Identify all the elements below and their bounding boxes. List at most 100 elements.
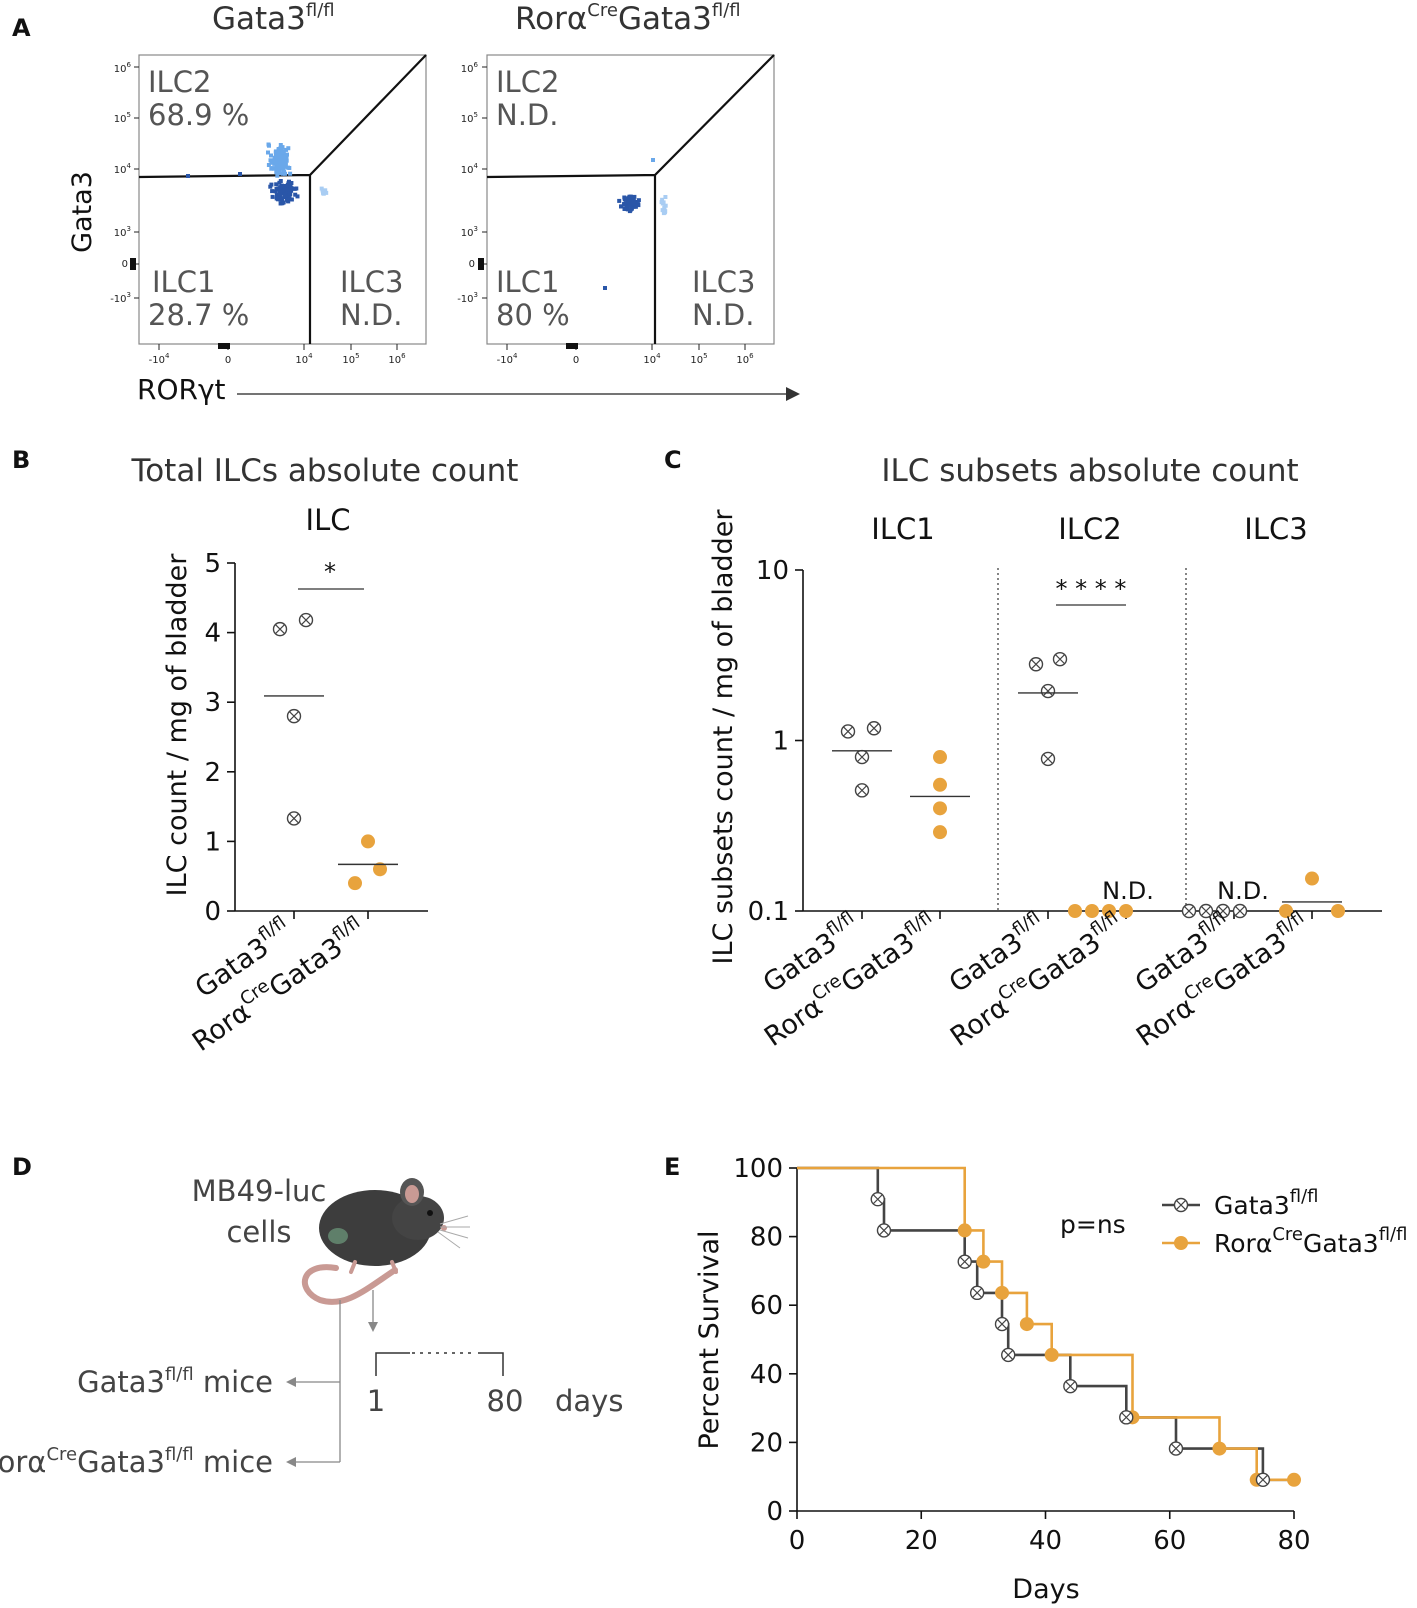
plot1-ilc2-event: [280, 163, 284, 168]
plot1-ilc2-event: [273, 149, 278, 154]
panel-a: A Gata3fl/fl RorαCreGata3fl/fl Gata3 106…: [12, 0, 800, 406]
panel-d-branch-1-arrowhead-icon: [286, 1377, 296, 1387]
c-ilc2-ko-point: [1085, 904, 1099, 918]
plot1-ilc1-event: [285, 190, 290, 195]
b-wt-point: [286, 811, 302, 826]
plot1-ilc2-event: [273, 155, 278, 160]
panel-b-letter: B: [12, 446, 30, 474]
plot1-ilc1-label: ILC1: [152, 265, 215, 299]
e-wt-point: [1119, 1410, 1134, 1425]
flow-y-axis-label: Gata3: [67, 171, 98, 253]
e-xtick-label: 0: [789, 1526, 806, 1556]
panel-a-letter: A: [12, 14, 31, 42]
c-ilc2-wt-point: [1028, 657, 1044, 672]
plot2-ilc1-event: [634, 200, 639, 204]
e-ko-point: [1212, 1441, 1227, 1456]
plot2-ilc3-value: N.D.: [692, 298, 754, 332]
b-wt-point: [286, 708, 302, 724]
plot1-ilc2-event: [269, 166, 274, 171]
plot2-ilc1-event: [627, 194, 632, 199]
panel-d-cells-line1: MB49-luc: [192, 1174, 327, 1208]
flow-x-axis-label: RORγt: [137, 373, 226, 406]
e-wt-point: [1001, 1347, 1016, 1363]
e-xtick-label: 60: [1153, 1526, 1186, 1556]
plot1-ilc2-event: [269, 153, 273, 158]
c-ilc1-wt-point: [866, 721, 882, 736]
plot1-ilc2-event: [270, 159, 275, 164]
plot2-genotype-title: RorαCreGata3fl/fl: [515, 0, 741, 37]
panel-e-legend: Gata3fl/fl RorαCreGata3fl/fl: [1162, 1186, 1407, 1258]
c-ilc1-ko-point: [933, 777, 947, 792]
plot2-events: [603, 158, 668, 290]
mouse-icon: [301, 1178, 470, 1305]
e-wt-point: [1168, 1441, 1184, 1456]
plot1-xtick-0: 0: [225, 355, 231, 366]
c-ilc1-ko-point: [933, 750, 947, 765]
plot2-ilc1-event: [636, 203, 641, 208]
plot1-ilc1-event: [268, 184, 273, 189]
panel-c-nd-ilc2: N.D.: [1102, 877, 1154, 905]
plot2-ilc1-event: [603, 286, 607, 290]
panel-e-x-label: Days: [1012, 1574, 1079, 1605]
b-ko-point: [373, 862, 387, 877]
c-ilc1-ko-point: [933, 801, 947, 816]
panel-b: B Total ILCs absolute count ILC ILC coun…: [12, 446, 518, 1058]
plot1-ilc2-event: [288, 171, 293, 176]
plot1-ilc3-label: ILC3: [340, 265, 403, 299]
plot2-ilc1-event: [633, 204, 638, 209]
b-wt-point: [298, 612, 314, 628]
plot1-ilc1-event: [281, 200, 286, 205]
b-ytick-label: 4: [204, 619, 221, 649]
plot1-events: [186, 142, 329, 206]
e-ytick-label: 80: [750, 1223, 783, 1253]
plot1-ytick-0: 0: [122, 259, 128, 270]
plot2-ytick-1e4: 104: [461, 162, 479, 176]
panel-d-down-arrowhead-icon: [368, 1322, 378, 1332]
plot1-ilc2-event: [275, 173, 280, 178]
panel-e-marks: [870, 1192, 1301, 1487]
panel-d-letter: D: [12, 1153, 32, 1181]
plot1-ilc1-event: [269, 182, 274, 187]
e-ko-point: [957, 1223, 972, 1238]
c-ilc2-ko-point: [1102, 904, 1116, 918]
c-ilc1-wt-point: [840, 724, 856, 739]
plot2-ilc1-event: [636, 198, 641, 203]
panel-d-timeline: [375, 1352, 504, 1376]
plot1-ilc1-event: [280, 198, 285, 203]
plot1-ilc1-event: [282, 194, 287, 199]
plot1-ilc2-event: [266, 142, 271, 147]
plot2-ytick-1e6: 106: [461, 61, 479, 75]
plot1-ilc1-event: [278, 185, 283, 190]
plot2-x-ticks: -104 0 104 105 106: [497, 343, 754, 366]
plot2-ytick-1e5: 105: [461, 111, 478, 125]
plot1-ilc1-event: [285, 187, 290, 192]
panel-d-cells-line2: cells: [226, 1215, 291, 1249]
plot1-ilc1-event: [285, 197, 289, 202]
panel-d-branch-2-arrowhead-icon: [286, 1457, 296, 1467]
plot1-ilc2-event: [283, 171, 287, 176]
panel-c-y-label: ILC subsets count / mg of bladder: [708, 509, 739, 965]
c-ilc3-wt-point: [1198, 903, 1214, 919]
plot2-ilc2-event: [651, 158, 655, 162]
plot1-ilc1-event: [274, 192, 279, 197]
plot2-xtick-1e6: 106: [736, 352, 754, 366]
plot1-genotype-title: Gata3fl/fl: [212, 0, 335, 37]
panel-b-subtitle: ILC: [306, 503, 351, 537]
plot2-ytick-neg1e3: -103: [457, 291, 478, 305]
plot1-ilc2-event: [281, 160, 286, 164]
plot1-ilc1-event: [286, 195, 291, 200]
plot2-frame: [486, 54, 775, 345]
c-ilc1-ko-point: [933, 825, 947, 840]
legend-wt-marker: [1173, 1197, 1189, 1213]
plot2-ilc1-event: [629, 206, 634, 211]
plot2-ilc1-event: [625, 207, 630, 212]
plot1-ytick-neg1e3: -103: [110, 291, 131, 305]
e-wt-point: [969, 1285, 985, 1301]
plot1-ilc2-event: [278, 143, 283, 147]
c-ilc2-ko-point: [1119, 904, 1133, 918]
plot2-gates: [486, 54, 775, 344]
plot1-ilc3-event: [319, 186, 324, 191]
plot1-ilc1-event: [292, 186, 297, 191]
panel-c: C ILC subsets absolute count ILC1 ILC2 I…: [664, 446, 1382, 1053]
